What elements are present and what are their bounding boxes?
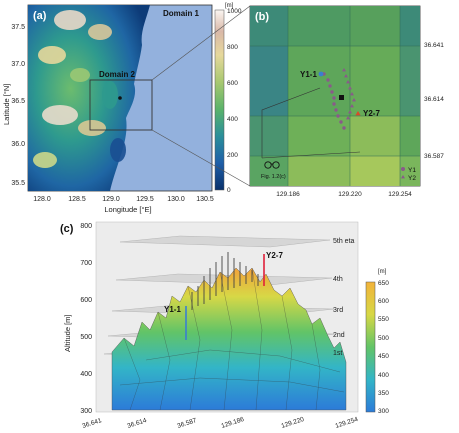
lat-tick: 36.5 [11, 98, 25, 105]
lon-tick: 129.220 [338, 191, 362, 198]
panel-c-alt-ticks: 800 700 600 500 400 300 [80, 223, 92, 415]
bottom-tick: 36.641 [81, 417, 102, 430]
panel-a-colorbar-unit: [m] [225, 3, 234, 9]
colorbar-tick: 400 [227, 116, 238, 123]
lat-tick: 36.0 [11, 141, 25, 148]
legend-y1-label: Y1 [408, 167, 416, 174]
alt-tick: 700 [80, 260, 92, 267]
eta-label: 5th eta [333, 238, 355, 245]
y1-1-marker [318, 71, 324, 77]
panel-c: (c) [60, 221, 389, 430]
terrain-ridges [119, 267, 345, 411]
lon-tick: 130.0 [167, 196, 185, 203]
panel-a-terrain-highlights [33, 10, 126, 168]
colorbar-tick: 550 [378, 316, 389, 323]
domain-2-label: Domain 2 [99, 70, 136, 79]
lat-tick: 36.587 [424, 153, 444, 160]
lat-tick: 36.641 [424, 42, 444, 49]
lon-tick: 129.254 [388, 191, 412, 198]
panel-c-colorbar-ticks: 650 600 550 500 450 400 350 300 [378, 280, 389, 415]
panel-b-label: (b) [255, 11, 269, 23]
zoom-connector-lines [151, 5, 251, 187]
lon-tick: 129.186 [276, 191, 300, 198]
domain-1-label: Domain 1 [163, 9, 200, 18]
eta-label: 2nd [333, 332, 345, 339]
colorbar-tick: 500 [378, 335, 389, 342]
lon-tick: 128.5 [68, 196, 86, 203]
figure-reference: Fig. 1.2(c) [261, 174, 286, 180]
panel-a-lon-ticks: 128.0 128.5 129.0 129.5 130.0 130.5 [33, 196, 214, 203]
colorbar-tick: 1000 [227, 8, 242, 15]
eta-label: 1st [333, 350, 342, 357]
colorbar-tick: 300 [378, 408, 389, 415]
lon-tick: 128.0 [33, 196, 51, 203]
lat-tick: 35.5 [11, 180, 25, 187]
eta-labels: 5th eta 4th 3rd 2nd 1st [333, 238, 355, 357]
lat-tick: 37.0 [11, 61, 25, 68]
y2-points [342, 68, 356, 120]
panel-c-ylabel: Altitude [m] [63, 314, 72, 352]
panel-b: Y1-1 Y2-7 Fig. 1.2(c) (b) Y1 Y2 36.641 3… [249, 5, 444, 198]
colorbar-tick: 600 [378, 298, 389, 305]
panel-b-grid-cells [250, 6, 420, 186]
panel-b-lat-ticks: 36.641 36.614 36.587 [424, 42, 444, 160]
bottom-tick: 36.587 [176, 417, 197, 430]
colorbar-tick: 600 [227, 80, 238, 87]
legend-y2-label: Y2 [408, 175, 416, 182]
colorbar-tick: 450 [378, 353, 389, 360]
center-site-marker [339, 95, 344, 100]
panel-b-gridlines [250, 6, 420, 186]
colorbar-tick: 800 [227, 44, 238, 51]
eta-label: 4th [333, 276, 343, 283]
lon-tick: 129.0 [102, 196, 120, 203]
panel-a-lat-ticks: 37.5 37.0 36.5 36.0 35.5 [11, 24, 25, 187]
panel-b-track-lines [261, 87, 361, 159]
y1-1-label-3d: Y1-1 [164, 305, 181, 314]
panel-a-xlabel: Longitude [°E] [104, 205, 151, 214]
panel-b-lon-ticks: 129.186 129.220 129.254 [276, 191, 412, 198]
viewpoint-icon [264, 161, 280, 169]
bottom-tick: 129.254 [334, 416, 359, 430]
lon-tick: 129.5 [136, 196, 154, 203]
alt-tick: 800 [80, 223, 92, 230]
panel-a-ylabel: Latitude [°N] [2, 84, 11, 125]
alt-tick: 400 [80, 371, 92, 378]
site-marker [118, 96, 122, 100]
alt-tick: 500 [80, 334, 92, 341]
colorbar-tick: 200 [227, 152, 238, 159]
panel-a-colorbar-ticks: 1000 800 600 400 200 0 [227, 8, 242, 194]
y1-1-label: Y1-1 [300, 70, 317, 79]
panel-c-colorbar [365, 281, 376, 413]
colorbar-tick: 650 [378, 280, 389, 287]
panel-c-colorbar-unit: [m] [378, 269, 387, 275]
bottom-tick: 36.614 [126, 417, 147, 430]
lat-tick: 36.614 [424, 96, 444, 103]
sampling-points [191, 252, 259, 310]
panel-a-label: (a) [33, 10, 47, 22]
panel-b-legend: Y1 Y2 [401, 167, 416, 182]
y2-7-label-3d: Y2-7 [266, 251, 283, 260]
legend-y1-marker [401, 167, 405, 171]
panel-a-colorbar [214, 9, 225, 191]
colorbar-tick: 350 [378, 390, 389, 397]
eta-label: 3rd [333, 307, 343, 314]
y2-7-label: Y2-7 [363, 109, 380, 118]
colorbar-tick: 400 [378, 372, 389, 379]
colorbar-tick: 0 [227, 187, 231, 194]
bottom-tick: 129.220 [280, 416, 305, 430]
lon-tick: 130.5 [196, 196, 214, 203]
panel-a: (a) Domain 1 Domain 2 37.5 37.0 36.5 36.… [2, 3, 242, 214]
legend-y2-marker [401, 175, 405, 179]
alt-tick: 300 [80, 408, 92, 415]
alt-tick: 600 [80, 297, 92, 304]
y2-7-marker [355, 111, 361, 116]
panel-c-bottom-ticks: 36.641 36.614 36.587 129.186 129.220 129… [81, 416, 359, 430]
panel-c-label: (c) [60, 223, 74, 235]
domain-2-box [89, 79, 153, 131]
lat-tick: 37.5 [11, 24, 25, 31]
bottom-tick: 129.186 [220, 416, 245, 430]
